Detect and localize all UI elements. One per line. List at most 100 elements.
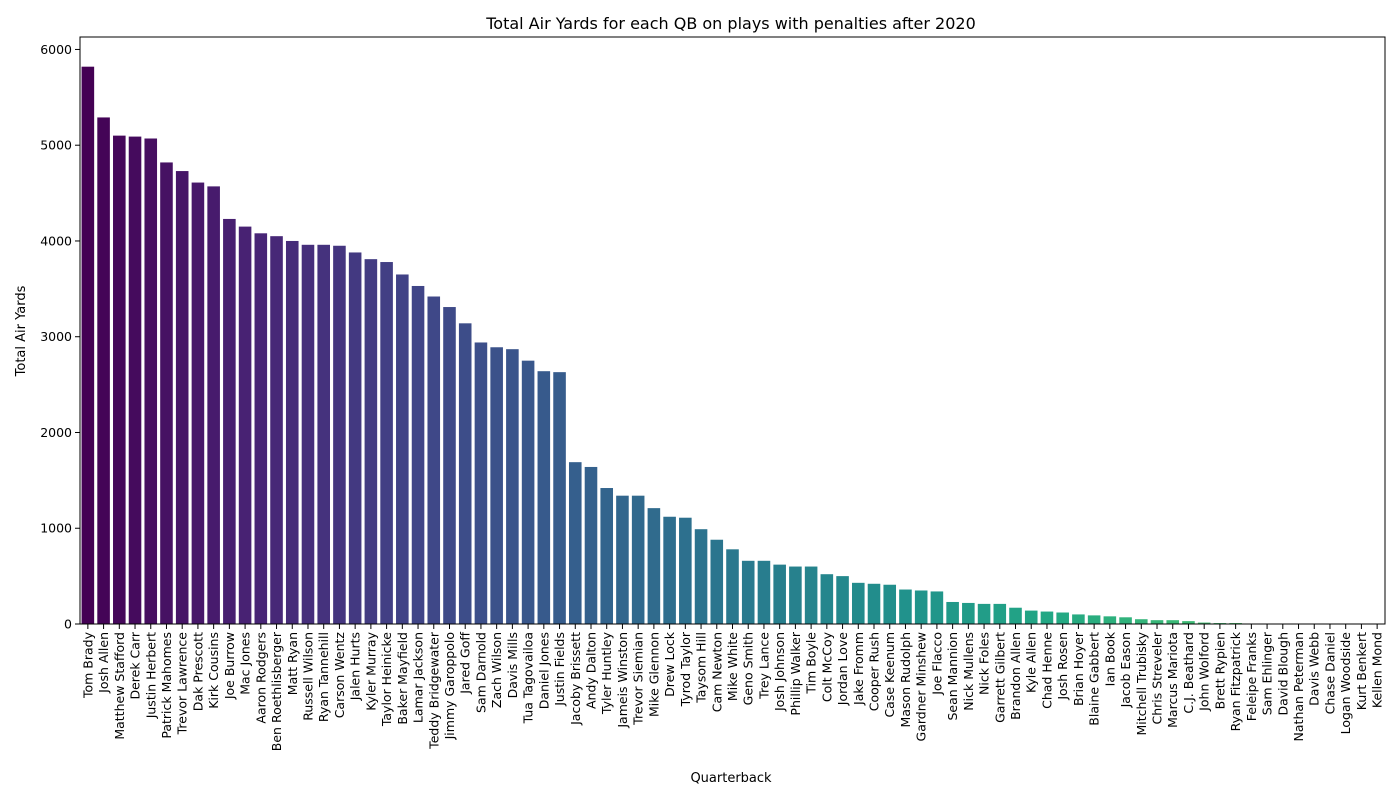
- bar: [380, 262, 393, 624]
- x-tick-label: Case Keenum: [882, 632, 897, 718]
- bar: [679, 517, 692, 624]
- x-tick-label: Mitchell Trubisky: [1134, 631, 1149, 735]
- bar: [820, 574, 834, 624]
- x-tick-label: John Wolford: [1197, 632, 1212, 712]
- bar: [144, 138, 158, 624]
- x-tick-label: Josh Allen: [96, 632, 111, 694]
- bar: [663, 516, 676, 624]
- bar: [962, 602, 975, 624]
- x-tick-label: Kyle Allen: [1024, 632, 1039, 693]
- bar: [631, 495, 645, 624]
- x-tick-label: Trevor Lawrence: [175, 632, 190, 736]
- bar: [427, 296, 441, 624]
- x-tick-label: Josh Rosen: [1055, 632, 1070, 701]
- bar: [443, 307, 456, 624]
- bar: [254, 233, 268, 624]
- bar: [1040, 611, 1054, 624]
- bar: [521, 360, 535, 624]
- bar: [175, 171, 189, 624]
- x-tick-label: Garrett Gilbert: [992, 632, 1007, 723]
- x-tick-label: Nathan Peterman: [1291, 632, 1306, 741]
- x-tick-label: Nick Foles: [977, 632, 992, 695]
- bar: [600, 488, 614, 624]
- bar: [710, 539, 724, 624]
- x-tick-label: Brett Rypien: [1212, 632, 1227, 709]
- x-tick-label: Ian Book: [1102, 631, 1117, 686]
- bar: [396, 274, 409, 624]
- bar: [1182, 621, 1195, 624]
- chart-title: Total Air Yards for each QB on plays wit…: [485, 14, 976, 33]
- bar: [285, 240, 299, 624]
- bar: [757, 560, 771, 624]
- bar: [1056, 612, 1069, 624]
- x-tick-label: Cooper Rush: [867, 632, 882, 711]
- bar: [1197, 622, 1211, 624]
- bar: [537, 371, 551, 624]
- x-tick-label: Chris Streveler: [1150, 631, 1165, 724]
- x-tick-label: Cam Newton: [709, 632, 724, 712]
- x-tick-label: Trevor Siemian: [631, 632, 646, 726]
- bar: [160, 162, 173, 624]
- x-tick-label: Kurt Benkert: [1354, 632, 1369, 710]
- x-tick-label: Jordan Love: [835, 632, 850, 707]
- x-tick-label: Joe Flacco: [929, 632, 944, 696]
- x-tick-label: Kyler Murray: [363, 631, 378, 710]
- bar: [333, 245, 346, 625]
- bar: [726, 549, 739, 624]
- x-tick-label: Sean Mannion: [945, 632, 960, 721]
- bar: [616, 495, 629, 624]
- bar: [836, 576, 849, 624]
- x-tick-label: Justin Fields: [552, 632, 567, 707]
- bar: [1103, 616, 1117, 624]
- y-axis: 0 1000 2000 3000 4000 5000 6000: [40, 42, 80, 632]
- bar: [694, 529, 708, 624]
- bar: [867, 583, 881, 624]
- bar: [223, 218, 236, 624]
- y-tick-label: 5000: [40, 138, 72, 153]
- x-tick-label: Ryan Tannehill: [316, 632, 331, 722]
- bar: [993, 603, 1007, 624]
- bar: [1119, 617, 1132, 624]
- x-tick-label: Baker Mayfield: [395, 632, 410, 725]
- x-tick-label: Teddy Bridgewater: [426, 631, 441, 750]
- bar: [348, 252, 362, 624]
- x-tick-label: Chase Daniel: [1322, 632, 1337, 714]
- x-tick-label: Marcus Mariota: [1165, 632, 1180, 728]
- x-tick-label: Carson Wentz: [332, 632, 347, 719]
- x-tick-label: Jameis Winston: [615, 632, 630, 729]
- x-tick-label: Mike Glennon: [646, 632, 661, 717]
- y-tick-label: 1000: [40, 521, 72, 536]
- x-tick-label: Tua Tagovailoa: [521, 632, 536, 724]
- x-tick-label: Tyrod Taylor: [678, 631, 693, 707]
- bar: [301, 244, 315, 624]
- x-tick-label: Tom Brady: [80, 631, 95, 699]
- x-tick-label: Matt Ryan: [285, 632, 300, 695]
- bar: [1150, 620, 1164, 624]
- x-tick-label: Kirk Cousins: [206, 632, 221, 709]
- x-tick-label: Ben Roethlisberger: [269, 631, 284, 751]
- bar: [128, 136, 142, 624]
- bar: [270, 236, 283, 625]
- x-tick-label: Drew Lock: [662, 631, 677, 697]
- bar: [1087, 615, 1101, 624]
- x-tick-label: Trey Lance: [756, 632, 771, 700]
- x-tick-label: Andy Dalton: [583, 632, 598, 709]
- bar: [474, 342, 488, 624]
- bar: [490, 347, 503, 624]
- bar: [789, 566, 802, 624]
- x-tick-label: Davis Mills: [505, 632, 520, 698]
- x-tick-label: Sam Ehlinger: [1260, 631, 1275, 715]
- x-tick-label: Derek Carr: [128, 631, 143, 699]
- x-tick-label: Jalen Hurts: [348, 632, 363, 701]
- bar: [1024, 610, 1038, 624]
- bar: [930, 591, 944, 624]
- x-tick-label: Daniel Jones: [536, 632, 551, 709]
- x-tick-label: Tim Boyle: [804, 632, 819, 695]
- bar: [553, 372, 566, 624]
- bar: [317, 244, 330, 624]
- bar: [568, 462, 582, 624]
- x-tick-label: Sam Darnold: [473, 632, 488, 713]
- bars: [81, 66, 1384, 625]
- bar: [914, 590, 928, 624]
- bar: [741, 560, 755, 624]
